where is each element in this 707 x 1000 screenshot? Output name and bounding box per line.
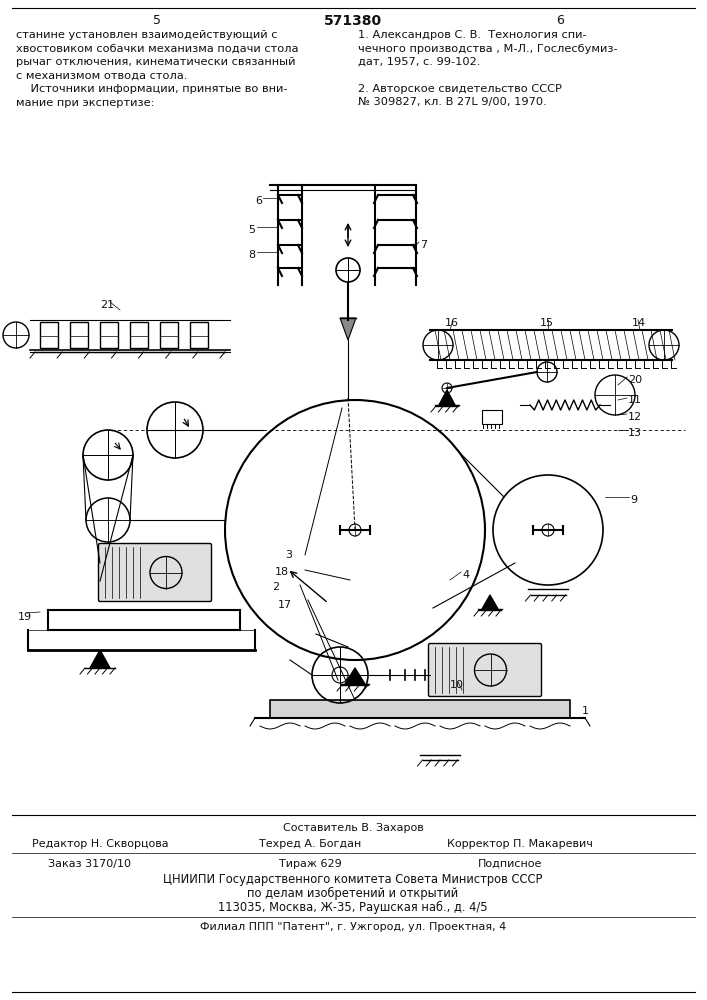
Bar: [100, 322, 118, 348]
Bar: [190, 322, 208, 348]
Text: 13: 13: [628, 428, 642, 438]
Text: дат, 1957, с. 99-102.: дат, 1957, с. 99-102.: [358, 57, 480, 67]
Text: 14: 14: [632, 318, 646, 328]
Text: 2: 2: [272, 582, 279, 592]
Text: Корректор П. Макаревич: Корректор П. Макаревич: [447, 839, 593, 849]
Text: 5: 5: [248, 225, 255, 235]
Text: 18: 18: [275, 567, 289, 577]
Polygon shape: [90, 650, 110, 668]
Text: чечного производства , М-Л., Гослесбумиз-: чечного производства , М-Л., Гослесбумиз…: [358, 43, 618, 53]
Bar: [270, 700, 570, 718]
Polygon shape: [439, 390, 455, 405]
Bar: [40, 322, 58, 348]
Text: Источники информации, принятые во вни-: Источники информации, принятые во вни-: [16, 84, 288, 94]
Bar: [482, 410, 502, 424]
Text: 4: 4: [462, 570, 469, 580]
Bar: [70, 322, 88, 348]
Text: 16: 16: [445, 318, 459, 328]
Text: Филиал ППП "Патент", г. Ужгород, ул. Проектная, 4: Филиал ППП "Патент", г. Ужгород, ул. Про…: [200, 922, 506, 932]
Text: рычаг отключения, кинематически связанный: рычаг отключения, кинематически связанны…: [16, 57, 296, 67]
Text: 2. Авторское свидетельство СССР: 2. Авторское свидетельство СССР: [358, 84, 562, 94]
Text: Редактор Н. Скворцова: Редактор Н. Скворцова: [32, 839, 168, 849]
Text: по делам изобретений и открытий: по делам изобретений и открытий: [247, 887, 459, 900]
Text: 1: 1: [582, 706, 589, 716]
Text: ЦНИИПИ Государственного комитета Совета Министров СССР: ЦНИИПИ Государственного комитета Совета …: [163, 873, 543, 886]
Bar: [160, 322, 178, 348]
Text: 5: 5: [153, 14, 161, 27]
Text: 3: 3: [285, 550, 292, 560]
Bar: [130, 322, 148, 348]
Polygon shape: [482, 595, 498, 609]
Polygon shape: [340, 318, 356, 340]
Text: Техред А. Богдан: Техред А. Богдан: [259, 839, 361, 849]
Text: 7: 7: [420, 240, 427, 250]
Text: 9: 9: [630, 495, 637, 505]
FancyBboxPatch shape: [428, 644, 542, 696]
Text: 6: 6: [556, 14, 564, 27]
Text: Тираж 629: Тираж 629: [279, 859, 341, 869]
Text: 8: 8: [248, 250, 255, 260]
Text: мание при экспертизе:: мание при экспертизе:: [16, 98, 155, 107]
Text: с механизмом отвода стола.: с механизмом отвода стола.: [16, 70, 187, 81]
Text: Составитель В. Захаров: Составитель В. Захаров: [283, 823, 423, 833]
Text: № 309827, кл. В 27L 9/00, 1970.: № 309827, кл. В 27L 9/00, 1970.: [358, 98, 547, 107]
Text: Подписное: Подписное: [478, 859, 542, 869]
Text: 113035, Москва, Ж-35, Раушская наб., д. 4/5: 113035, Москва, Ж-35, Раушская наб., д. …: [218, 901, 488, 914]
Text: 19: 19: [18, 612, 32, 622]
Text: 12: 12: [628, 412, 642, 422]
Text: станине установлен взаимодействующий с: станине установлен взаимодействующий с: [16, 30, 278, 40]
Text: 1. Александров С. В.  Технология спи-: 1. Александров С. В. Технология спи-: [358, 30, 587, 40]
Text: хвостовиком собачки механизма подачи стола: хвостовиком собачки механизма подачи сто…: [16, 43, 298, 53]
Text: 15: 15: [540, 318, 554, 328]
Text: 21: 21: [100, 300, 114, 310]
FancyBboxPatch shape: [98, 544, 211, 601]
Text: 11: 11: [628, 395, 642, 405]
Text: 20: 20: [628, 375, 642, 385]
Polygon shape: [345, 668, 365, 684]
Text: 10: 10: [450, 680, 464, 690]
Text: 17: 17: [278, 600, 292, 610]
Text: 571380: 571380: [324, 14, 382, 28]
Text: 6: 6: [255, 196, 262, 206]
Text: Заказ 3170/10: Заказ 3170/10: [49, 859, 132, 869]
